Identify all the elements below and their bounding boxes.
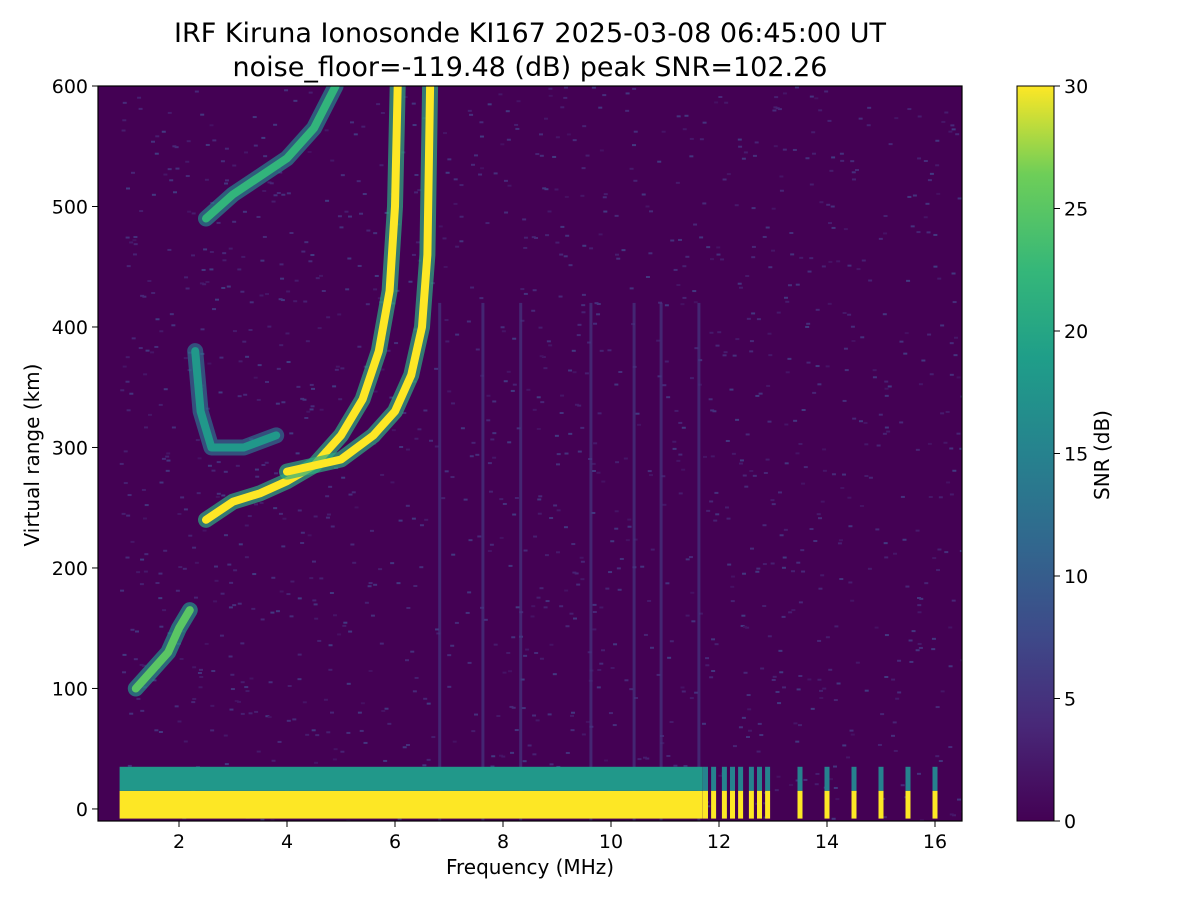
chart-title: IRF Kiruna Ionosonde KI167 2025-03-08 06…: [173, 18, 887, 49]
pulse-mark: [797, 790, 803, 819]
pulse-mark: [738, 766, 744, 791]
pulse-mark: [878, 766, 884, 791]
trace-line: [131, 606, 194, 693]
x-tick-label: 16: [923, 831, 947, 853]
pulse-mark: [797, 766, 803, 791]
y-axis-label: Virtual range (km): [20, 363, 44, 547]
y-tick-label: 300: [52, 437, 88, 459]
pulse-mark: [721, 790, 727, 819]
chart-subtitle: noise_floor=-119.48 (dB) peak SNR=102.26: [232, 52, 828, 83]
pulse-mark: [824, 766, 830, 791]
y-tick-label: 0: [76, 799, 88, 821]
pulse-mark: [703, 766, 708, 791]
pulse-mark: [711, 766, 717, 791]
pulse-mark: [905, 790, 911, 819]
vertical-streak: [481, 302, 485, 821]
pulse-mark: [905, 766, 911, 791]
pulse-mark: [721, 766, 727, 791]
trace-line: [202, 86, 340, 223]
trace-band: [119, 790, 703, 819]
pulse-mark: [730, 766, 735, 791]
colorbar-tick-label: 30: [1064, 76, 1088, 98]
pulse-mark: [765, 790, 771, 819]
vertical-streak: [697, 302, 701, 821]
vertical-streak: [632, 302, 636, 821]
pulse-mark: [851, 766, 857, 791]
colorbar-tick-label: 10: [1064, 566, 1088, 588]
trace-band: [119, 766, 703, 791]
pulse-mark: [711, 790, 717, 819]
y-tick-label: 500: [52, 196, 88, 218]
pulse-mark: [748, 766, 754, 791]
x-tick-label: 10: [599, 831, 623, 853]
colorbar-tick-label: 20: [1064, 321, 1088, 343]
x-axis-label: Frequency (MHz): [445, 855, 615, 879]
x-tick-label: 12: [707, 831, 731, 853]
colorbar-tick-label: 25: [1064, 199, 1088, 221]
pulse-mark: [730, 790, 735, 819]
plot-area: [98, 86, 962, 821]
trace-line: [202, 86, 402, 524]
vertical-streak: [438, 302, 442, 821]
vertical-streak: [659, 302, 663, 821]
y-tick-label: 200: [52, 558, 88, 580]
x-tick-label: 6: [389, 831, 401, 853]
y-tick-label: 600: [52, 76, 88, 98]
pulse-mark: [738, 790, 744, 819]
pulse-mark: [932, 766, 938, 791]
pulse-mark: [878, 790, 884, 819]
pulse-mark: [757, 766, 762, 791]
pulse-mark: [748, 790, 754, 819]
colorbar-tick-label: 0: [1064, 811, 1076, 833]
y-tick-label: 400: [52, 317, 88, 339]
pulse-mark: [703, 790, 708, 819]
x-tick-label: 14: [815, 831, 839, 853]
pulse-mark: [757, 790, 762, 819]
trace-line: [191, 347, 281, 452]
x-tick-label: 2: [173, 831, 185, 853]
pulse-mark: [765, 766, 771, 791]
pulse-mark: [824, 790, 830, 819]
trace-line: [283, 86, 435, 476]
x-tick-label: 8: [497, 831, 509, 853]
colorbar: [1016, 85, 1055, 822]
colorbar-tick-label: 15: [1064, 444, 1088, 466]
vertical-streak: [589, 302, 593, 821]
colorbar-tick-label: 5: [1064, 689, 1076, 711]
vertical-streak: [519, 302, 523, 821]
pulse-mark: [851, 790, 857, 819]
pulse-mark: [932, 790, 938, 819]
y-tick-label: 100: [52, 678, 88, 700]
x-tick-label: 4: [281, 831, 293, 853]
plot-frame: [97, 85, 963, 822]
colorbar-label: SNR (dB): [1090, 410, 1114, 500]
